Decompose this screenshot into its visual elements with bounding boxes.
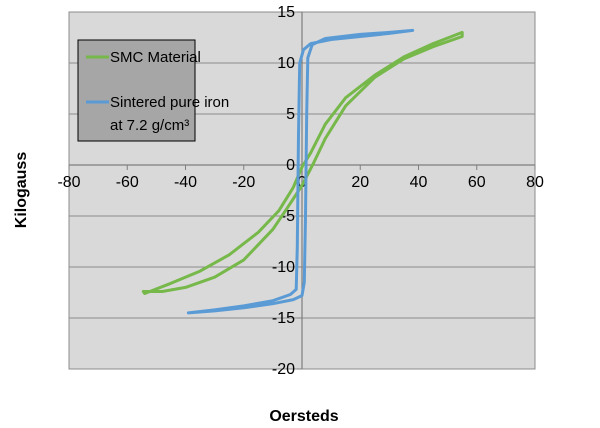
x-tick-label-3: -20: [232, 174, 255, 191]
y-tick-label-5: -10: [272, 259, 295, 276]
x-tick-label-5: 20: [351, 174, 369, 191]
y-tick-label-3: 0: [286, 157, 295, 174]
legend: SMC Material Sintered pure iron at 7.2 g…: [77, 39, 229, 142]
x-tick-label-2: -40: [174, 174, 197, 191]
y-tick-label-7: -20: [272, 361, 295, 378]
y-tick-label-0: 15: [277, 4, 295, 21]
x-tick-label-8: 80: [526, 174, 544, 191]
x-tick-label-1: -60: [116, 174, 139, 191]
x-tick-label-0: -80: [57, 174, 80, 191]
series-line-0: [141, 30, 464, 295]
y-tick-label-1: 10: [277, 55, 295, 72]
legend-label-sintered-pure-iron-line1: Sintered pure iron: [110, 94, 229, 111]
legend-label-smc-material: SMC Material: [110, 49, 201, 66]
y-tick-label-6: -15: [272, 310, 295, 327]
x-tick-label-7: 60: [468, 174, 486, 191]
series-group: [141, 28, 464, 315]
y-tick-label-2: 5: [286, 106, 295, 123]
legend-label-sintered-pure-iron-line2: at 7.2 g/cm³: [110, 117, 189, 134]
x-tick-label-6: 40: [410, 174, 428, 191]
x-axis-title: Oersteds: [269, 408, 338, 425]
series-line-1: [186, 28, 415, 315]
y-axis-title: Kilogauss: [13, 152, 30, 229]
